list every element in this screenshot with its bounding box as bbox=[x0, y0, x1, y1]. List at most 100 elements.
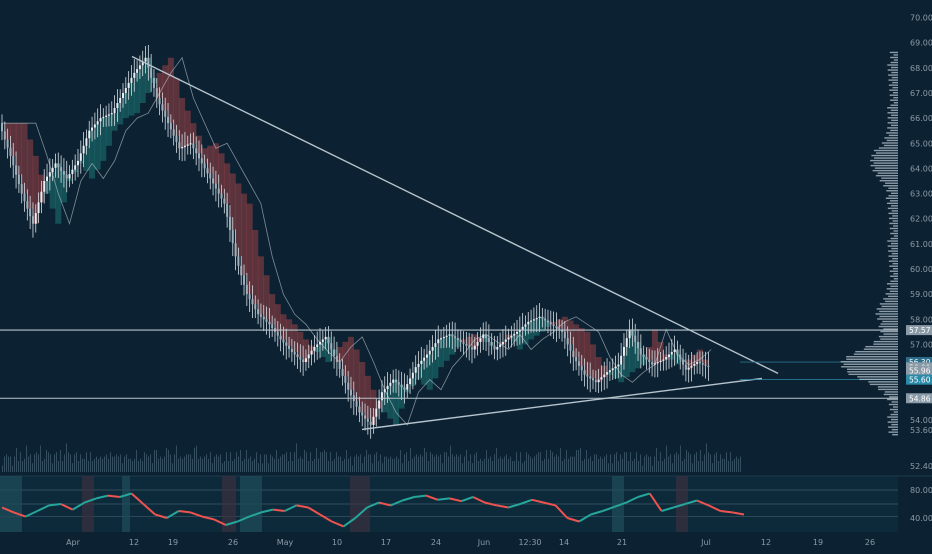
volume-bar-181 bbox=[364, 456, 365, 472]
volume-profile-row bbox=[891, 252, 898, 255]
candle-body bbox=[341, 368, 344, 376]
oscillator-segment-37 bbox=[425, 494, 439, 501]
volume-bar-288 bbox=[578, 450, 579, 472]
candle-body bbox=[704, 364, 707, 366]
volume-profile-row bbox=[885, 300, 898, 303]
volume-profile-row bbox=[891, 401, 898, 403]
candle-body bbox=[428, 350, 431, 355]
volume-bar-143 bbox=[288, 461, 289, 472]
volume-profile-row bbox=[888, 260, 898, 262]
volume-bar-197 bbox=[396, 456, 397, 472]
volume-profile-row bbox=[848, 373, 898, 376]
volume-bar-196 bbox=[394, 458, 395, 472]
volume-profile-row bbox=[840, 361, 898, 363]
volume-bar-346 bbox=[694, 454, 695, 472]
candle-body bbox=[268, 321, 271, 325]
volume-bar-188 bbox=[378, 461, 379, 472]
candle-body bbox=[6, 139, 9, 148]
price-tag-bg-4 bbox=[906, 374, 932, 385]
volume-bar-94 bbox=[190, 454, 191, 472]
candle-body bbox=[127, 82, 130, 88]
volume-profile-row bbox=[887, 127, 898, 129]
volume-bar-30 bbox=[62, 461, 63, 472]
candle-body bbox=[516, 331, 519, 334]
volume-bar-234 bbox=[470, 454, 471, 472]
volume-bar-205 bbox=[412, 458, 413, 472]
volume-bar-53 bbox=[108, 458, 109, 472]
volume-bar-292 bbox=[586, 450, 587, 472]
volume-bar-149 bbox=[300, 456, 301, 472]
volume-bar-336 bbox=[674, 454, 675, 472]
volume-bar-195 bbox=[392, 458, 393, 472]
oscillator-segment-8 bbox=[84, 497, 97, 504]
volume-bar-175 bbox=[352, 465, 353, 472]
volume-bar-122 bbox=[246, 450, 247, 472]
candle-body bbox=[248, 294, 251, 300]
volume-profile-row bbox=[892, 406, 898, 408]
oscillator-segment-18 bbox=[201, 515, 215, 521]
time-label: 12 bbox=[761, 538, 771, 547]
candle-body bbox=[324, 336, 327, 340]
volume-bar-232 bbox=[466, 450, 467, 472]
oscillator-segment-9 bbox=[95, 494, 109, 500]
volume-profile-row bbox=[879, 303, 898, 305]
volume-bar-365 bbox=[732, 461, 733, 472]
candle-body bbox=[262, 316, 265, 320]
volume-bar-7 bbox=[16, 447, 17, 472]
candle-body bbox=[327, 336, 330, 344]
volume-bar-279 bbox=[560, 447, 561, 472]
volume-bar-256 bbox=[514, 461, 515, 472]
candle-body bbox=[68, 174, 71, 179]
volume-bar-54 bbox=[110, 452, 111, 472]
candle-body bbox=[642, 354, 645, 358]
candle-body bbox=[31, 216, 34, 224]
volume-bar-202 bbox=[406, 452, 407, 472]
volume-bar-177 bbox=[356, 454, 357, 472]
volume-profile-row bbox=[892, 215, 898, 217]
volume-profile-row bbox=[880, 338, 898, 340]
volume-bar-157 bbox=[316, 447, 317, 472]
candle-body bbox=[561, 329, 564, 332]
volume-bar-110 bbox=[222, 463, 223, 472]
oscillator-highlight-3 bbox=[222, 476, 236, 532]
volume-bar-349 bbox=[700, 450, 701, 472]
candle-body bbox=[361, 412, 364, 416]
volume-bar-298 bbox=[598, 458, 599, 472]
volume-profile-row bbox=[890, 61, 898, 64]
volume-profile-row bbox=[890, 413, 898, 416]
volume-bar-318 bbox=[638, 461, 639, 472]
volume-profile-row bbox=[892, 262, 898, 265]
volume-profile-row bbox=[888, 403, 898, 406]
volume-bar-147 bbox=[296, 443, 297, 472]
volume-profile-row bbox=[870, 159, 898, 162]
volume-bar-368 bbox=[738, 458, 739, 472]
candle-body bbox=[316, 344, 319, 347]
volume-profile-row bbox=[881, 305, 898, 308]
volume-profile-row bbox=[878, 325, 898, 328]
volume-bar-324 bbox=[650, 456, 651, 472]
candle-body bbox=[82, 145, 85, 154]
volume-bar-40 bbox=[82, 458, 83, 472]
candle-body bbox=[698, 362, 701, 364]
candle-body bbox=[417, 363, 420, 368]
volume-bar-166 bbox=[334, 458, 335, 472]
candle-body bbox=[20, 184, 23, 194]
candle-body bbox=[85, 138, 88, 146]
volume-bar-270 bbox=[542, 461, 543, 472]
candle-body bbox=[136, 69, 139, 73]
volume-bar-25 bbox=[52, 463, 53, 472]
volume-bar-164 bbox=[330, 452, 331, 472]
volume-profile-row bbox=[886, 132, 898, 134]
volume-bar-97 bbox=[196, 445, 197, 472]
volume-profile-row bbox=[847, 368, 898, 370]
volume-bar-111 bbox=[224, 461, 225, 472]
volume-bar-129 bbox=[260, 454, 261, 472]
candle-body bbox=[395, 379, 397, 383]
candle-body bbox=[310, 350, 313, 355]
oscillator-highlight-5 bbox=[350, 476, 370, 532]
candle-body bbox=[288, 345, 291, 349]
volume-bar-21 bbox=[44, 458, 45, 472]
volume-bar-10 bbox=[22, 461, 23, 472]
volume-bar-151 bbox=[304, 450, 305, 472]
